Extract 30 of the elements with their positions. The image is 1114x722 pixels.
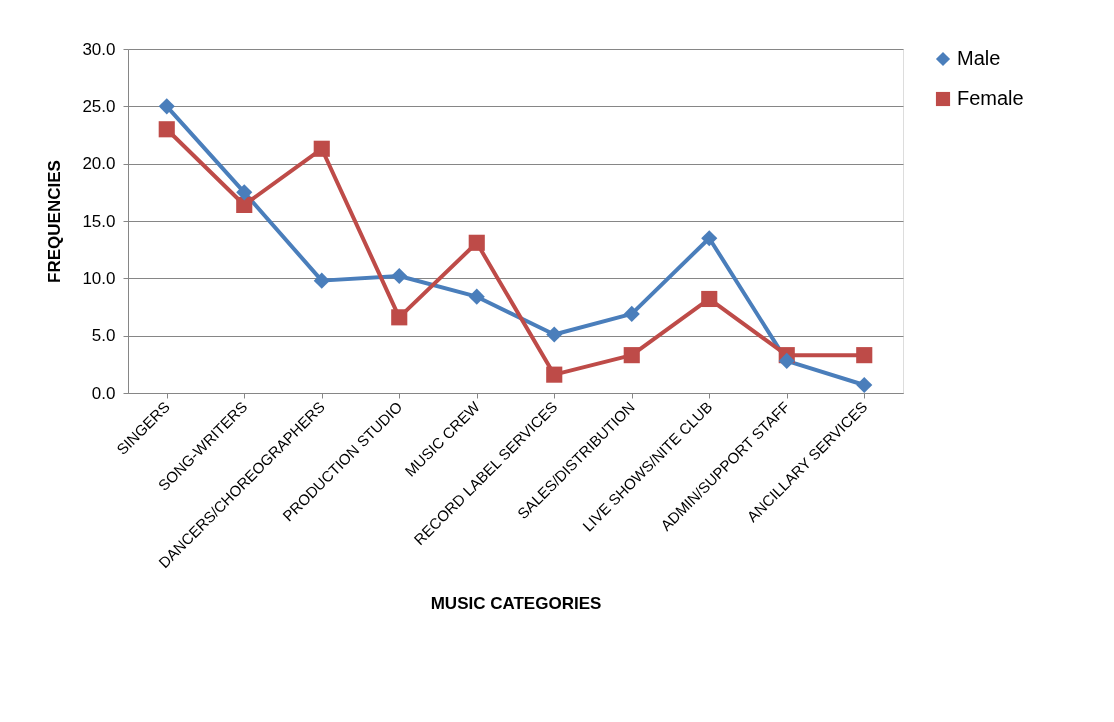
y-tick-label: 15.0: [82, 211, 116, 231]
y-axis-title: FREQUENCIES: [45, 160, 65, 283]
y-tick-label: 10.0: [82, 268, 116, 288]
y-tick-label: 0.0: [91, 383, 116, 403]
point: [391, 267, 408, 285]
point: [313, 140, 330, 157]
y-tick-label: 20.0: [82, 154, 116, 174]
point: [313, 272, 330, 289]
point: [623, 305, 640, 322]
point: [778, 352, 795, 369]
point: [701, 290, 718, 308]
point: [391, 309, 408, 326]
point: [856, 347, 873, 364]
legend-label: Female: [957, 87, 1024, 109]
y-tick-label: 30.0: [82, 39, 116, 59]
point: [623, 347, 640, 364]
point: [468, 234, 485, 251]
point: [158, 98, 175, 115]
point: [546, 326, 563, 343]
point: [236, 184, 253, 201]
x-axis-title: MUSIC CATEGORIES: [430, 594, 602, 614]
point: [158, 121, 175, 138]
point: [236, 196, 253, 214]
point: [856, 376, 873, 394]
y-tick-label: 25.0: [82, 96, 116, 116]
point: [468, 288, 485, 305]
point: [546, 366, 563, 383]
legend-label: Male: [957, 47, 1001, 69]
y-tick-label: 5.0: [91, 326, 116, 346]
point: [701, 230, 718, 247]
